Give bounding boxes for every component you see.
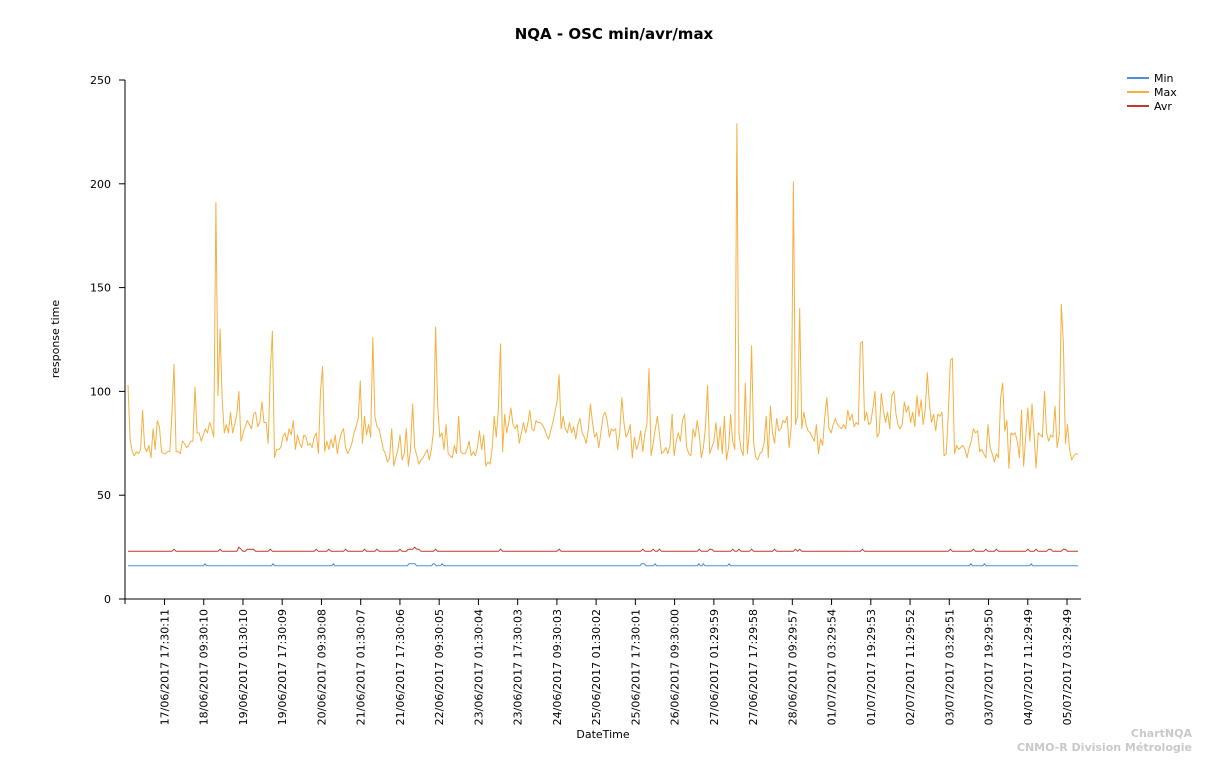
y-tick-label: 150 bbox=[90, 282, 111, 295]
x-axis-ticks: 17/06/2017 17:30:11 18/06/2017 09:30:10 19… bbox=[159, 599, 1074, 725]
x-tick-label: 22/06/2017 09:30:05 bbox=[433, 609, 446, 725]
x-tick-label: 19/06/2017 01:30:10 bbox=[237, 609, 250, 725]
x-tick-label: 21/06/2017 01:30:07 bbox=[355, 609, 368, 725]
chart-title: NQA - OSC min/avr/max bbox=[515, 25, 714, 43]
x-tick-label: 26/06/2017 09:30:00 bbox=[669, 609, 682, 725]
plot-series bbox=[127, 123, 1078, 567]
legend-label-max: Max bbox=[1154, 86, 1177, 99]
y-tick-label: 100 bbox=[90, 385, 111, 398]
x-tick-label: 24/06/2017 09:30:03 bbox=[551, 609, 564, 725]
y-tick-label: 250 bbox=[90, 74, 111, 87]
legend-label-avr: Avr bbox=[1154, 100, 1172, 113]
x-tick-label: 28/06/2017 09:29:57 bbox=[786, 609, 799, 725]
x-tick-label: 01/07/2017 19:29:53 bbox=[865, 609, 878, 725]
x-tick-label: 20/06/2017 09:30:08 bbox=[315, 609, 328, 725]
x-tick-label: 01/07/2017 03:29:54 bbox=[826, 609, 839, 725]
series-line-avr bbox=[128, 546, 1078, 552]
x-tick-label: 03/07/2017 03:29:51 bbox=[943, 609, 956, 725]
y-tick-label: 0 bbox=[104, 593, 111, 606]
watermark-title: ChartNQA bbox=[1131, 727, 1193, 740]
x-axis-title: DateTime bbox=[576, 728, 629, 741]
x-tick-label: 25/06/2017 01:30:02 bbox=[590, 609, 603, 725]
x-tick-label: 25/06/2017 17:30:01 bbox=[629, 609, 642, 725]
series-line-max bbox=[127, 123, 1078, 469]
x-tick-label: 05/07/2017 03:29:49 bbox=[1061, 609, 1074, 725]
y-axis-ticks: 0 50 100 150 200 250 bbox=[90, 74, 125, 606]
x-tick-label: 18/06/2017 09:30:10 bbox=[198, 609, 211, 725]
x-tick-label: 03/07/2017 19:29:50 bbox=[983, 609, 996, 725]
series-line-min bbox=[128, 563, 1078, 567]
x-tick-label: 19/06/2017 17:30:09 bbox=[276, 609, 289, 725]
x-tick-label: 21/06/2017 17:30:06 bbox=[394, 609, 407, 725]
legend-label-min: Min bbox=[1154, 72, 1174, 85]
x-tick-label: 04/07/2017 11:29:49 bbox=[1022, 609, 1035, 725]
y-tick-label: 50 bbox=[97, 489, 111, 502]
y-axis-title: response time bbox=[49, 300, 62, 379]
x-tick-label: 17/06/2017 17:30:11 bbox=[159, 609, 172, 725]
x-tick-label: 23/06/2017 17:30:03 bbox=[512, 609, 525, 725]
x-tick-label: 23/06/2017 01:30:04 bbox=[472, 609, 485, 725]
x-tick-label: 02/07/2017 11:29:52 bbox=[904, 609, 917, 725]
y-tick-label: 200 bbox=[90, 178, 111, 191]
x-tick-label: 27/06/2017 17:29:58 bbox=[747, 609, 760, 725]
x-tick-label: 27/06/2017 01:29:59 bbox=[708, 609, 721, 725]
watermark-subtitle: CNMO-R Division Métrologie bbox=[1017, 741, 1192, 754]
